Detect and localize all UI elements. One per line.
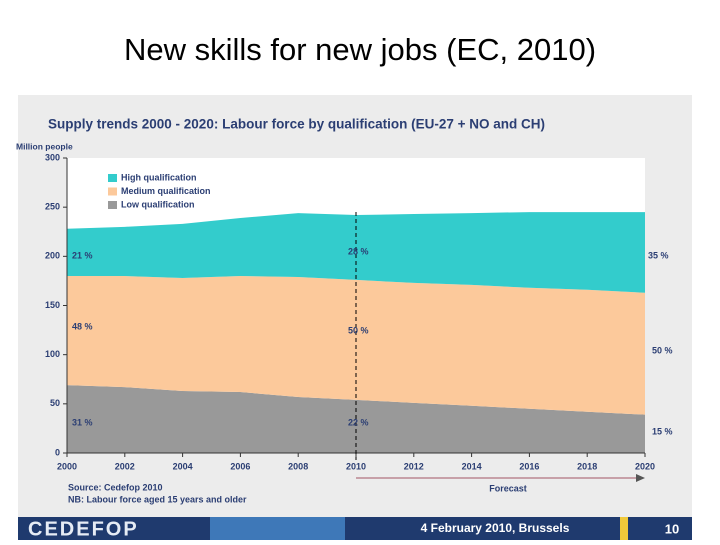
annotation: 31 %: [72, 417, 93, 427]
x-tick-label: 2000: [57, 461, 77, 471]
source: Source: Cedefop 2010: [68, 482, 163, 492]
annotation: 35 %: [648, 250, 669, 260]
note: NB: Labour force aged 15 years and older: [68, 494, 247, 504]
chart-title: Supply trends 2000 - 2020: Labour force …: [48, 117, 545, 132]
y-tick-label: 50: [50, 398, 60, 408]
x-tick-label: 2002: [115, 461, 135, 471]
y-tick-label: 150: [45, 300, 60, 310]
y-tick-label: 0: [55, 447, 60, 457]
annotation: 50 %: [348, 325, 369, 335]
footer-bar: [18, 517, 692, 540]
x-tick-label: 2006: [230, 461, 250, 471]
footer-page: 10: [665, 521, 679, 536]
forecast-arrowhead: [636, 474, 645, 482]
annotation: 28 %: [348, 246, 369, 256]
footer-logo: CEDEFOP: [28, 518, 139, 540]
forecast-label: Forecast: [489, 483, 527, 493]
annotation: 48 %: [72, 321, 93, 331]
legend-label: Low qualification: [121, 199, 195, 209]
annotation: 22 %: [348, 417, 369, 427]
y-tick-label: 100: [45, 349, 60, 359]
y-axis-label: Million people: [16, 141, 73, 151]
x-tick-label: 2004: [173, 461, 193, 471]
area: [67, 385, 645, 453]
x-tick-label: 2018: [577, 461, 597, 471]
x-tick-label: 2012: [404, 461, 424, 471]
annotation: 15 %: [652, 426, 673, 436]
footer-accent: [620, 517, 628, 540]
annotation: 50 %: [652, 345, 673, 355]
slide-title: New skills for new jobs (EC, 2010): [124, 32, 596, 67]
area: [67, 212, 645, 293]
y-tick-label: 250: [45, 202, 60, 212]
legend-swatch: [108, 174, 117, 182]
x-tick-label: 2020: [635, 461, 655, 471]
x-tick-label: 2010: [346, 461, 366, 471]
legend-swatch: [108, 201, 117, 209]
legend-swatch: [108, 187, 117, 196]
legend-label: High qualification: [121, 172, 197, 182]
footer-date: 4 February 2010, Brussels: [421, 521, 570, 535]
y-tick-label: 300: [45, 152, 60, 162]
footer-band: [210, 517, 345, 540]
x-tick-label: 2014: [462, 461, 482, 471]
legend-label: Medium qualification: [121, 186, 211, 196]
annotation: 21 %: [72, 250, 93, 260]
x-tick-label: 2008: [288, 461, 308, 471]
y-tick-label: 200: [45, 251, 60, 261]
x-tick-label: 2016: [519, 461, 539, 471]
